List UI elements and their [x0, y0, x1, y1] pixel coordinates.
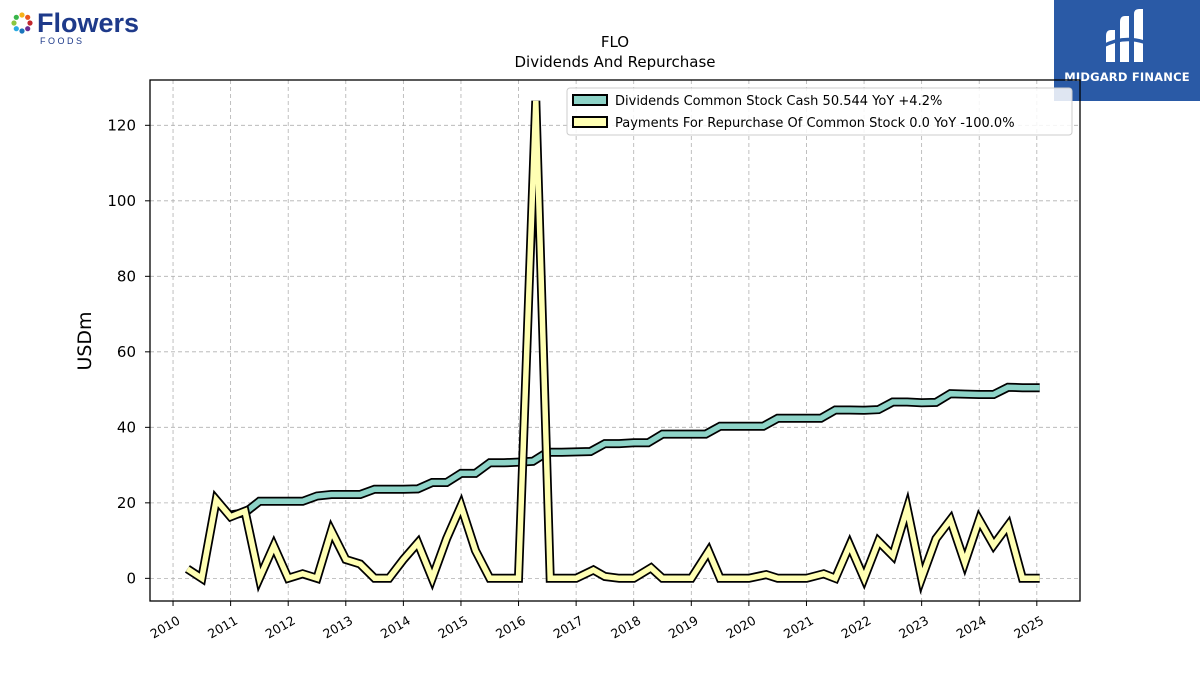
x-tick-label: 2018: [608, 613, 643, 642]
y-tick-label: 60: [117, 343, 136, 361]
y-tick-label: 0: [126, 569, 136, 587]
y-tick-label: 120: [107, 116, 136, 134]
x-tick-label: 2023: [896, 613, 931, 642]
midgard-emblem-icon: [1102, 9, 1150, 62]
x-tick-label: 2021: [781, 613, 816, 642]
series-dividends: [229, 382, 1040, 520]
grid-lines: [150, 80, 1080, 601]
x-tick-label: 2017: [551, 613, 586, 642]
x-tick-label: 2012: [263, 613, 298, 642]
flowers-brand-text: Flowers: [37, 8, 139, 38]
series-outline: [184, 100, 1040, 595]
chart-subtitle: Dividends And Repurchase: [514, 53, 715, 71]
x-tick-label: 2024: [954, 613, 989, 642]
x-tick-label: 2020: [723, 613, 758, 642]
midgard-finance-logo: MIDGARD FINANCE: [1054, 0, 1200, 101]
legend-swatch: [572, 116, 608, 128]
x-tick-label: 2025: [1011, 613, 1046, 642]
series-line: [185, 100, 1040, 589]
axis-ticks: 0 20 40 60 80 100 120 2010 2011 2012 2013 2014 2015 2…: [107, 116, 1046, 641]
flower-logo-icon: [11, 12, 33, 34]
legend: Dividends Common Stock Cash 50.544 YoY +…: [566, 87, 1073, 136]
x-tick-label: 2016: [493, 613, 528, 642]
series-repurchase: [184, 100, 1040, 595]
x-tick-label: 2011: [205, 613, 240, 642]
midgard-brand-text: MIDGARD FINANCE: [1064, 70, 1190, 84]
legend-box: [566, 87, 1073, 136]
x-tick-label: 2022: [839, 613, 874, 642]
y-axis-label: USDm: [74, 311, 96, 370]
legend-swatch: [572, 94, 608, 106]
flowers-foods-logo: Flowers FOODS: [8, 6, 158, 48]
x-tick-label: 2013: [320, 613, 355, 642]
y-tick-label: 100: [107, 192, 136, 210]
x-tick-label: 2019: [666, 613, 701, 642]
y-tick-label: 20: [117, 494, 136, 512]
series-line: [230, 384, 1040, 518]
legend-label: Dividends Common Stock Cash 50.544 YoY +…: [615, 94, 942, 109]
x-tick-label: 2014: [378, 613, 413, 642]
y-tick-label: 80: [117, 267, 136, 285]
chart-title: FLO: [601, 33, 629, 51]
legend-label: Payments For Repurchase Of Common Stock …: [615, 116, 1015, 131]
y-tick-label: 40: [117, 418, 136, 436]
x-tick-label: 2010: [147, 613, 182, 642]
x-tick-label: 2015: [435, 613, 470, 642]
foods-brand-text: FOODS: [40, 36, 85, 46]
series-lines: [184, 100, 1040, 595]
plot-frame: [149, 79, 1081, 602]
